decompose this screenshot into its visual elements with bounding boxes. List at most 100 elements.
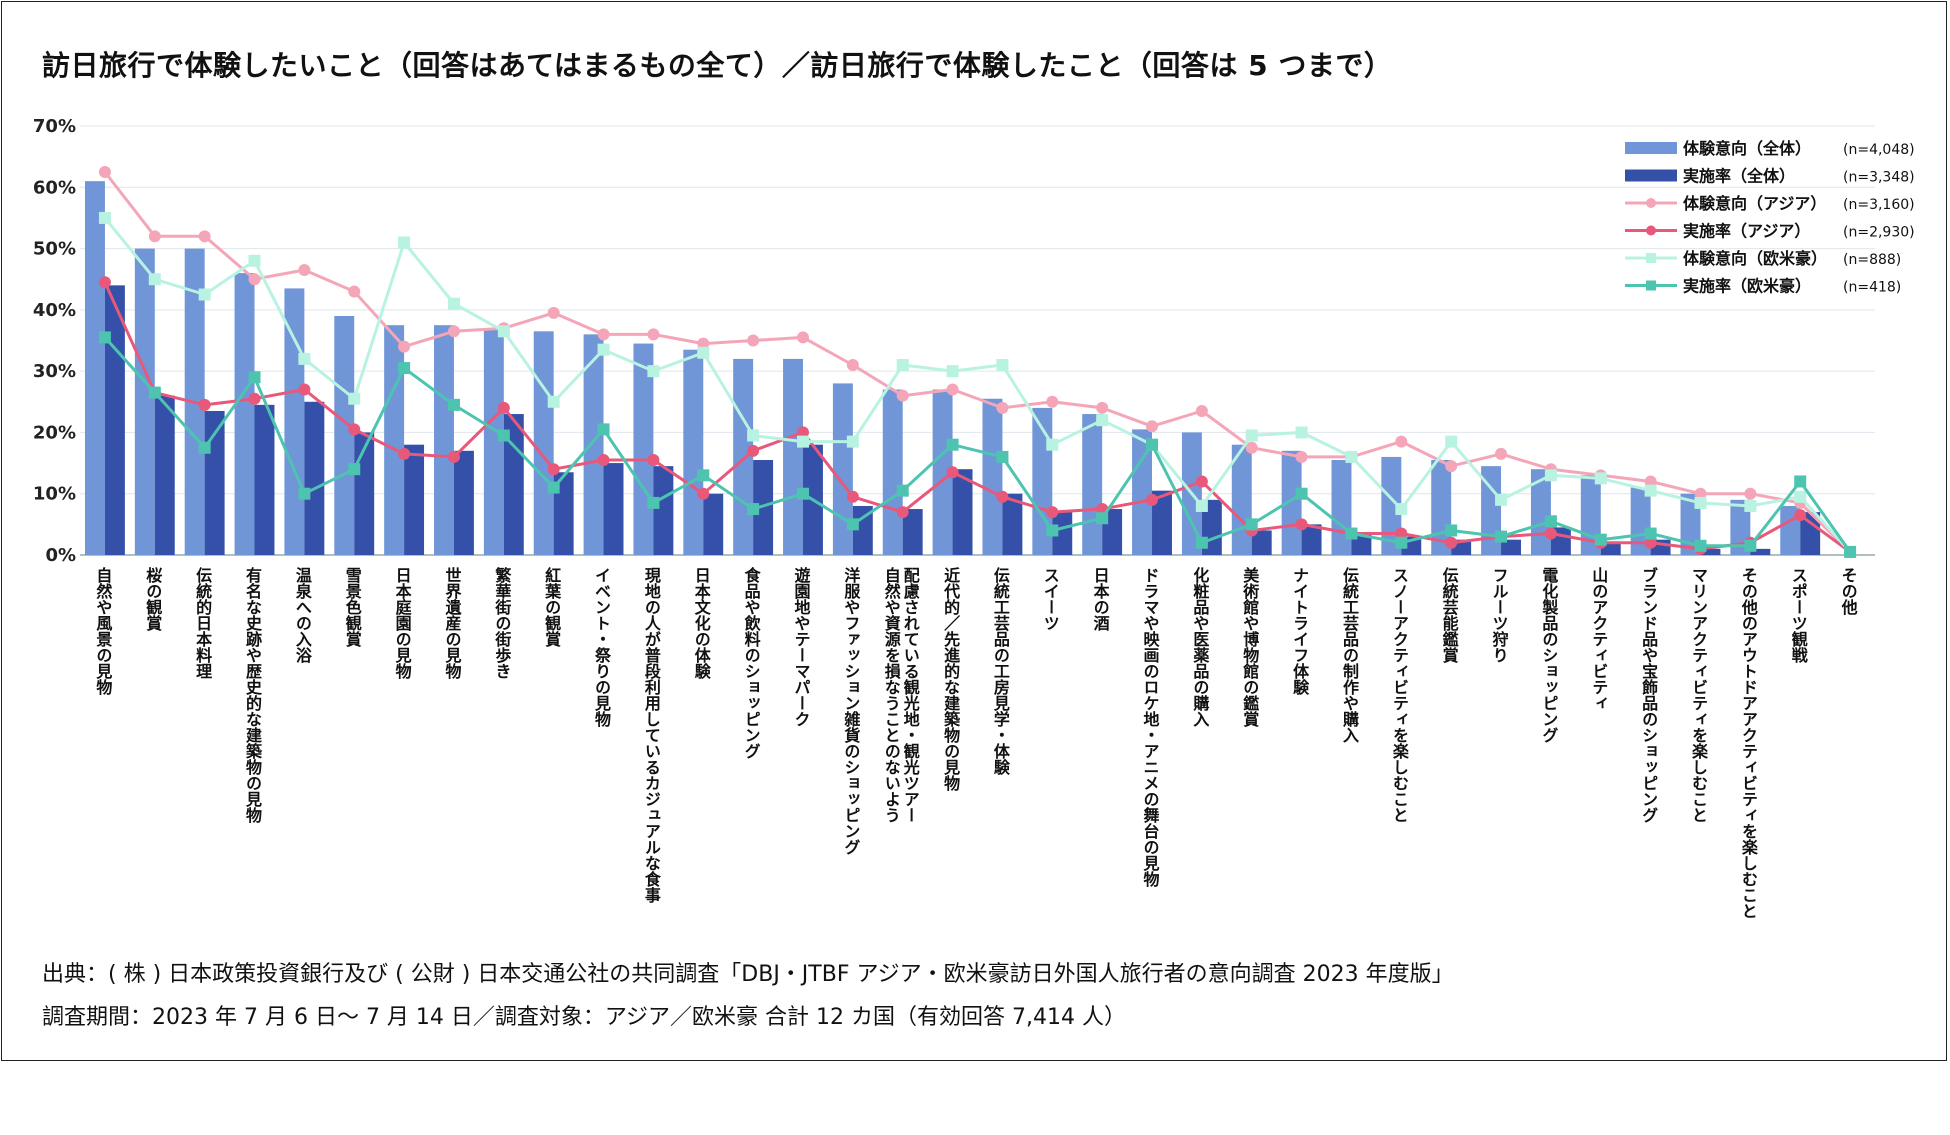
point-marker [248, 254, 261, 267]
point-marker [597, 328, 610, 341]
point-marker [747, 503, 760, 516]
point-marker [1644, 484, 1657, 497]
point-marker [497, 429, 510, 442]
category-label: ブランド品や宝飾品のショッピング [1639, 566, 1658, 823]
bar-rate-all [1152, 490, 1172, 555]
point-marker [1195, 404, 1208, 417]
bar-rate-all [703, 493, 724, 555]
bar-rate-all [104, 285, 125, 555]
category-label: 伝統工芸品の制作や購入 [1340, 566, 1360, 743]
legend-swatch [1625, 142, 1677, 154]
category-label: スノーアクティビティを楽しむこと [1390, 567, 1410, 823]
bar-intention-all [384, 325, 405, 555]
bar-intention-all [84, 181, 105, 555]
point-marker [547, 395, 560, 408]
legend-n: (n=2,930) [1843, 225, 1915, 241]
category-label: イベント・祭りの見物 [592, 567, 612, 728]
legend-label: 実施率（アジア） [1683, 222, 1810, 241]
y-tick-label: 60% [33, 177, 76, 198]
bar-rate-all [653, 466, 674, 555]
bar-rate-all [1251, 530, 1272, 555]
point-marker [248, 392, 261, 405]
point-marker [447, 325, 460, 338]
point-marker [1694, 487, 1707, 500]
point-marker [896, 389, 909, 402]
bar-intention-all [882, 389, 903, 555]
point-marker [98, 165, 111, 178]
category-label: 雪景色観賞 [343, 567, 362, 648]
point-marker [547, 481, 560, 494]
point-marker [647, 454, 660, 467]
point-marker [298, 264, 311, 277]
legend-n: (n=3,160) [1843, 197, 1915, 213]
legend-n: (n=418) [1843, 280, 1901, 296]
category-label: 化粧品や医薬品の購入 [1190, 566, 1210, 727]
point-marker [148, 230, 161, 243]
bar-rate-all [453, 450, 474, 555]
point-marker [1046, 524, 1059, 537]
category-label: 繁華街の街歩き [492, 566, 512, 679]
point-marker [1495, 530, 1508, 543]
point-marker [447, 398, 460, 411]
point-marker [398, 340, 411, 353]
point-marker [946, 383, 959, 396]
point-marker [1794, 475, 1807, 488]
point-marker [697, 487, 710, 500]
bar-intention-all [1281, 450, 1302, 555]
point-marker [846, 518, 859, 531]
point-marker [597, 454, 610, 467]
point-marker [1046, 506, 1059, 519]
category-label: フルーツ狩り [1490, 567, 1509, 663]
point-marker [1744, 499, 1757, 512]
category-label: 日本庭園の見物 [393, 567, 413, 680]
legend-marker [1646, 225, 1656, 236]
point-marker [298, 383, 311, 396]
bar-rate-all [1700, 548, 1721, 555]
point-marker [896, 506, 909, 519]
point-marker [896, 359, 909, 372]
point-marker [1844, 545, 1857, 558]
point-marker [1594, 533, 1607, 546]
category-label: 電化製品のショッピング [1539, 567, 1559, 743]
bar-rate-all [404, 444, 425, 555]
point-marker [1295, 518, 1308, 531]
category-label: 紅葉の観賞 [542, 566, 562, 648]
point-marker [98, 276, 111, 289]
y-tick-label: 40% [33, 300, 76, 321]
point-marker [1245, 429, 1258, 442]
point-marker [846, 359, 859, 372]
point-marker [747, 334, 760, 347]
category-label: 伝統工芸品の工房見学・体験 [991, 566, 1011, 776]
bar-rate-all [902, 509, 923, 555]
category-label: 現地の人が普段利用しているカジュアルな食事 [642, 567, 662, 904]
bar-intention-all [783, 358, 803, 555]
point-marker [547, 306, 560, 319]
category-label: 伝統芸能鑑賞 [1440, 566, 1459, 664]
bar-rate-all [603, 463, 624, 555]
legend-label: 実施率（欧米豪） [1683, 277, 1811, 296]
point-marker [1046, 395, 1059, 408]
point-marker [996, 401, 1009, 414]
bar-intention-all [1331, 460, 1352, 555]
point-marker [1395, 435, 1408, 448]
point-marker [846, 490, 859, 503]
legend-label: 体験意向（欧米豪） [1683, 249, 1827, 268]
bar-intention-all [483, 328, 504, 555]
point-marker [1694, 496, 1707, 509]
category-label: 山のアクティビティ [1589, 567, 1608, 711]
chart-area: 0% 10% 20% 30% 40% 50% 60% 70% 自然や風景の見物 桜の観賞 伝統的日本… [33, 116, 1915, 919]
chart-frame [1, 1, 1947, 1061]
category-label: スイーツ [1041, 567, 1060, 631]
point-marker [1794, 490, 1807, 503]
bar-intention-all [533, 331, 554, 555]
point-marker [1445, 435, 1458, 448]
point-marker [647, 365, 660, 378]
legend-swatch [1625, 169, 1677, 182]
point-marker [398, 362, 411, 375]
legend-marker [1646, 280, 1656, 291]
bar-intention-all [134, 248, 155, 556]
point-marker [846, 435, 859, 448]
point-marker [1445, 460, 1458, 473]
line-rate-western [103, 336, 1852, 553]
point-marker [298, 487, 311, 500]
